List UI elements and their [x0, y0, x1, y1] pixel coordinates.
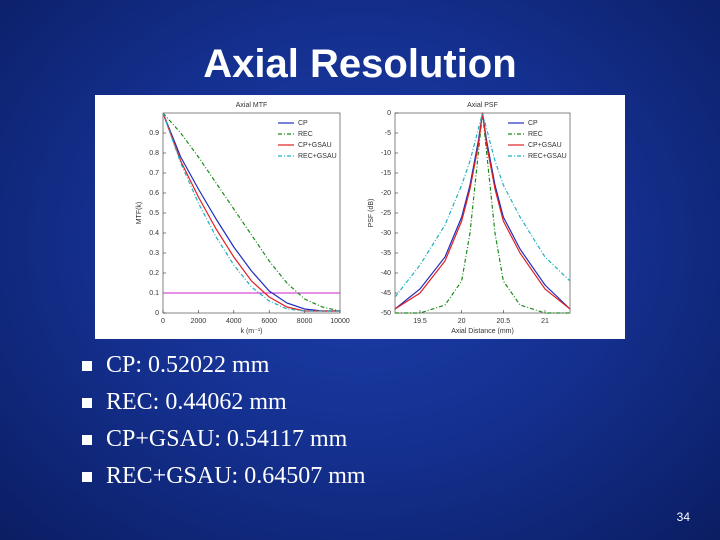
y-tick-label: 0.7 [149, 170, 159, 177]
x-tick-label: 19.5 [413, 318, 427, 325]
x-tick-label: 2000 [191, 318, 207, 325]
y-tick-label: -45 [381, 290, 391, 297]
y-tick-label: -30 [381, 230, 391, 237]
series-line [394, 110, 571, 298]
y-tick-label: -10 [381, 150, 391, 157]
y-tick-label: 0.1 [149, 290, 159, 297]
x-tick-label: 10000 [330, 318, 350, 325]
bullet: CP+GSAU: 0.54117 mm [80, 421, 366, 458]
y-tick-label: -15 [381, 170, 391, 177]
x-axis-label: k (m⁻¹) [241, 328, 263, 335]
x-tick-label: 8000 [297, 318, 313, 325]
series-line [162, 112, 341, 312]
y-tick-label: 0.4 [149, 230, 159, 237]
y-tick-label: 0.5 [149, 210, 159, 217]
x-tick-label: 6000 [261, 318, 277, 325]
legend-label: CP [298, 120, 308, 127]
y-tick-label: -50 [381, 310, 391, 317]
y-tick-label: 0.8 [149, 150, 159, 157]
y-tick-label: -25 [381, 210, 391, 217]
series-line [394, 112, 571, 310]
x-tick-label: 21 [541, 318, 549, 325]
y-tick-label: 0.2 [149, 270, 159, 277]
bullet-list: CP: 0.52022 mm REC: 0.44062 mm CP+GSAU: … [80, 347, 366, 495]
x-tick-label: 0 [161, 318, 165, 325]
bullet: CP: 0.52022 mm [80, 347, 366, 384]
bullet: REC: 0.44062 mm [80, 384, 366, 421]
x-axis-label: Axial Distance (mm) [451, 328, 514, 335]
legend-label: CP [528, 120, 538, 127]
legend-label: REC+GSAU [528, 153, 567, 160]
x-tick-label: 20.5 [497, 318, 511, 325]
legend-label: CP+GSAU [528, 142, 562, 149]
legend-label: CP+GSAU [298, 142, 332, 149]
legend-label: REC+GSAU [298, 153, 337, 160]
y-tick-label: 0 [387, 110, 391, 117]
x-tick-label: 4000 [226, 318, 242, 325]
slide-title: Axial Resolution [203, 42, 517, 86]
y-tick-label: -5 [385, 130, 391, 137]
series-line [162, 112, 340, 312]
chart-title: Axial PSF [467, 102, 498, 109]
y-tick-label: -35 [381, 250, 391, 257]
y-tick-label: -20 [381, 190, 391, 197]
legend-label: REC [528, 131, 543, 138]
y-tick-label: 0.9 [149, 130, 159, 137]
y-tick-label: 0 [155, 310, 159, 317]
bullet: REC+GSAU: 0.64507 mm [80, 458, 366, 495]
y-axis-label: MTF(k) [136, 202, 143, 225]
series-line [162, 112, 340, 312]
y-tick-label: 0.6 [149, 190, 159, 197]
legend-label: REC [298, 131, 313, 138]
page-number: 34 [676, 510, 690, 524]
y-tick-label: -40 [381, 270, 391, 277]
y-tick-label: 0.3 [149, 250, 159, 257]
chart-title: Axial MTF [236, 102, 268, 109]
figure-bg [95, 95, 625, 339]
x-tick-label: 20 [458, 318, 466, 325]
y-axis-label: PSF (dB) [368, 199, 375, 228]
